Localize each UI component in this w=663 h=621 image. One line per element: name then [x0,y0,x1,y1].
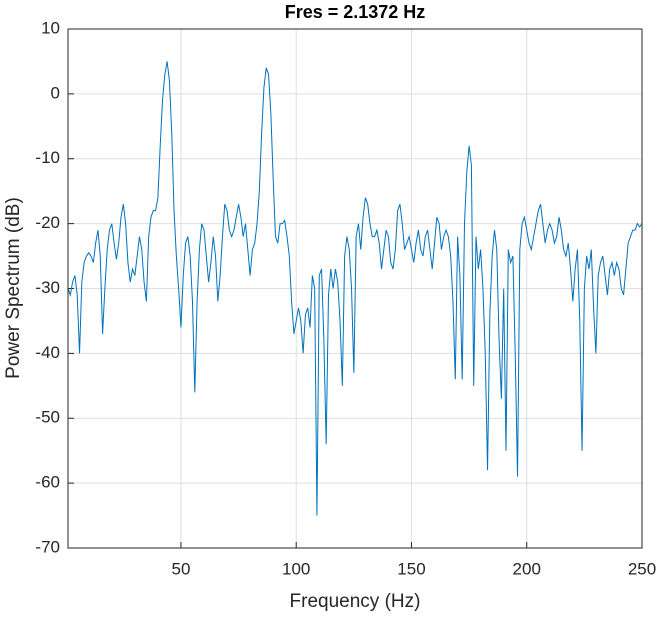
y-tick-label: 10 [41,18,60,37]
y-tick-label: -70 [35,537,60,556]
y-tick-label: -20 [35,213,60,232]
chart-title: Fres = 2.1372 Hz [285,2,426,22]
y-tick-label: 0 [51,83,60,102]
x-tick-label: 100 [282,559,310,578]
y-tick-label: -40 [35,343,60,362]
y-tick-label: -60 [35,473,60,492]
spectrum-line [67,61,643,516]
x-tick-label: 50 [171,559,190,578]
y-tick-label: -10 [35,148,60,167]
y-axis-label: Power Spectrum (dB) [3,197,24,379]
x-tick-label: 200 [513,559,541,578]
x-tick-label: 150 [397,559,425,578]
y-tick-label: -30 [35,278,60,297]
axes-box [67,28,643,549]
y-tick-label: -50 [35,408,60,427]
x-tick-label: 250 [628,559,656,578]
x-axis-label: Frequency (Hz) [290,591,421,612]
